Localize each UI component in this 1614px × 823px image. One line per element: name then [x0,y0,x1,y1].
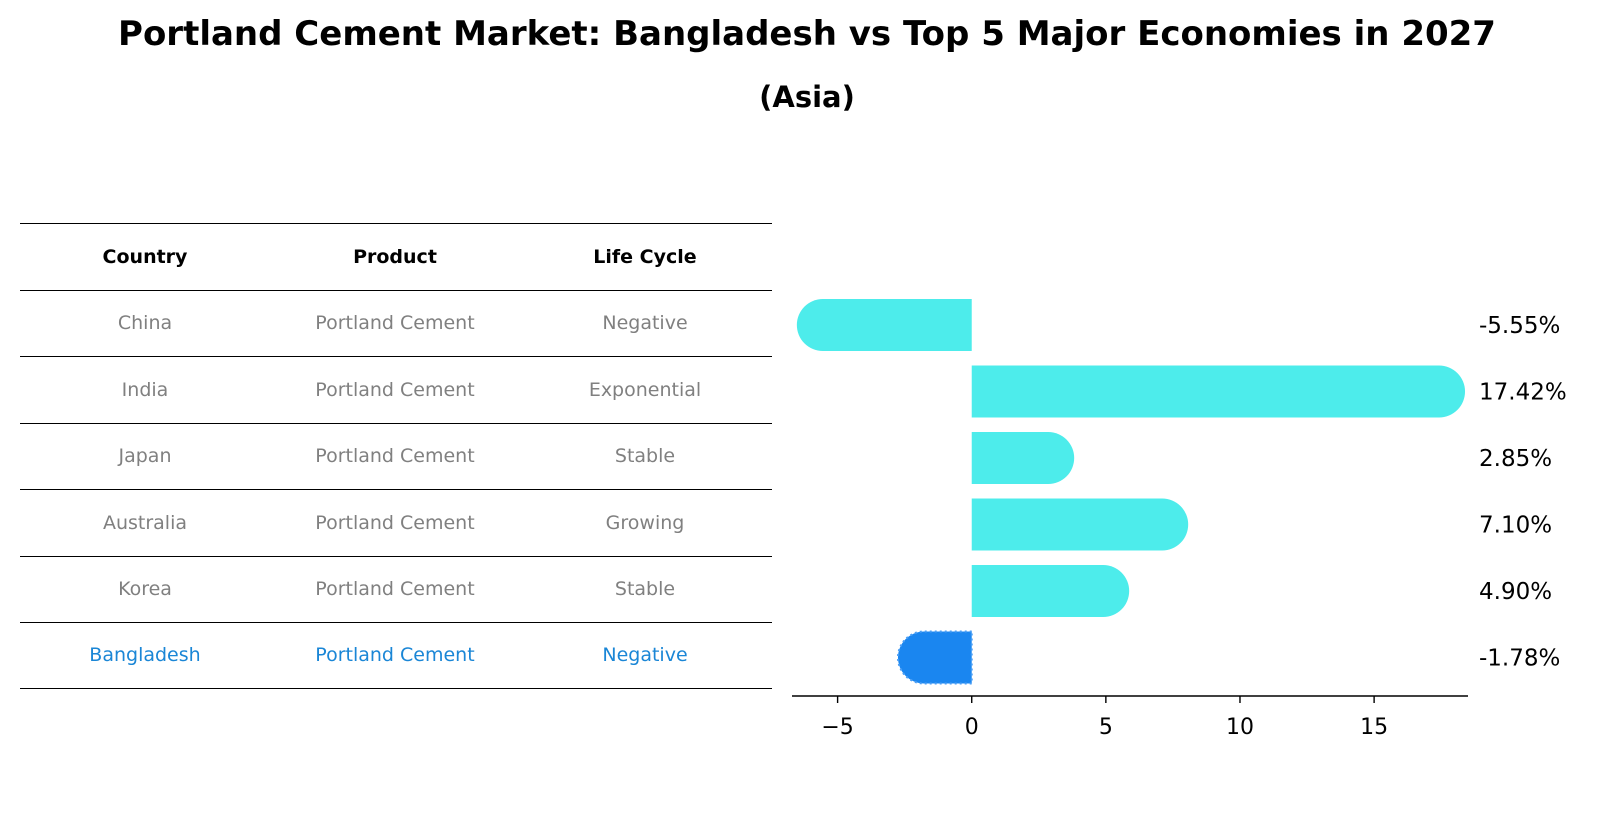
table-row: Australia Portland Cement Growing [20,489,772,556]
product-cell: Portland Cement [315,378,475,401]
chart-subtitle: (Asia) [759,80,855,114]
country-cell: Korea [118,578,172,601]
country-cell: India [121,378,169,401]
country-table: Country Product Life Cycle China Portlan… [20,223,772,689]
x-tick-label: −5 [821,715,853,740]
table-row: India Portland Cement Exponential [20,356,772,423]
x-tick-label: 5 [1099,715,1113,740]
chart-title: Portland Cement Market: Bangladesh vs To… [118,14,1496,54]
country-cell: Bangladesh [89,644,201,667]
value-label: 2.85% [1479,446,1552,472]
bar-korea [971,565,1130,617]
product-cell: Portland Cement [315,644,475,667]
life-cycle-cell: Negative [602,644,688,667]
life-cycle-cell: Stable [614,578,676,601]
value-label: 7.10% [1479,513,1552,539]
value-label: 17.42% [1479,380,1567,406]
bar-bangladesh [897,631,972,684]
life-cycle-cell: Exponential [588,378,702,401]
table-row: China Portland Cement Negative [20,289,772,357]
product-cell: Portland Cement [315,578,475,601]
value-label: -5.55% [1479,313,1560,339]
x-tick-label: 0 [965,715,979,740]
product-cell: Portland Cement [315,312,475,335]
life-cycle-cell: Stable [614,445,676,468]
value-label: 4.90% [1479,579,1552,605]
table-header-row: Country Product Life Cycle [20,223,772,290]
table-row: Korea Portland Cement Stable [20,555,772,623]
product-cell: Portland Cement [315,445,475,468]
life-cycle-cell: Negative [602,312,688,335]
bar-japan [971,432,1075,484]
bar-india [971,365,1466,418]
table-row-highlighted: Bangladesh Portland Cement Negative [20,622,772,689]
header-product: Product [353,245,437,268]
life-cycle-cell: Growing [605,511,685,534]
table-row: Japan Portland Cement Stable [20,422,772,490]
country-cell: Japan [118,445,172,468]
value-label: -1.78% [1479,646,1560,672]
header-life-cycle: Life Cycle [593,245,697,268]
country-cell: Australia [102,511,188,534]
bar-australia [971,498,1189,551]
x-tick-label: 15 [1360,715,1388,740]
bar-china [796,299,972,351]
country-cell: China [117,312,173,335]
header-country: Country [102,245,188,268]
x-tick-label: 10 [1226,715,1254,740]
bar-highlight-outline [896,630,973,685]
product-cell: Portland Cement [315,511,475,534]
